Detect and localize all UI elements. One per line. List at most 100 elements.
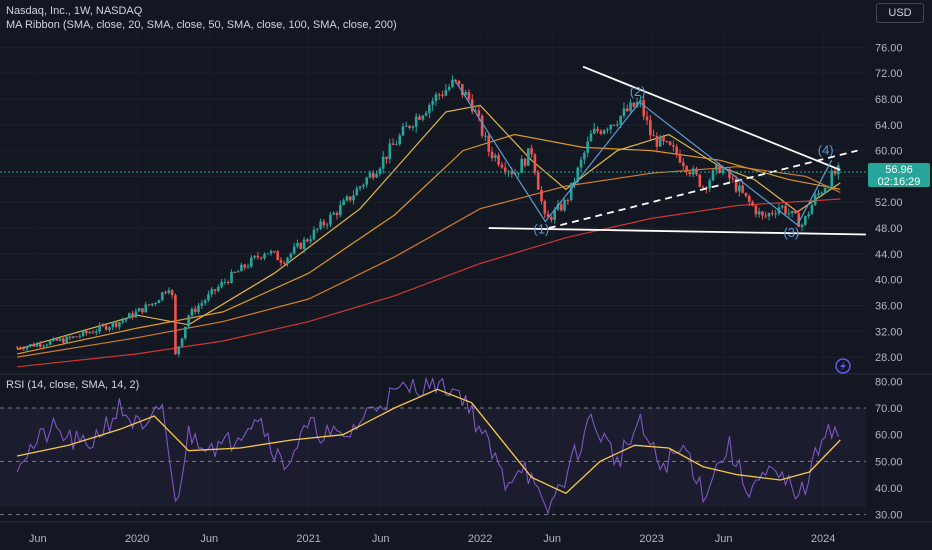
wave-label: (3)	[783, 225, 799, 240]
candle-body	[378, 168, 382, 174]
last-price-tag: 56.96 02:16:29	[868, 163, 930, 188]
candle-body	[141, 308, 144, 313]
candle-body	[833, 170, 837, 175]
candle-body	[619, 115, 622, 125]
candle-body	[180, 338, 184, 347]
candle-body	[358, 186, 362, 189]
candle-body	[299, 243, 303, 249]
price-tick-label: 44.00	[875, 249, 903, 261]
time-tick-label: 2021	[296, 533, 320, 545]
candle-body	[385, 156, 388, 160]
candle-body	[734, 179, 738, 192]
candle-body	[658, 136, 662, 147]
candle-body	[441, 94, 444, 96]
candle-body	[747, 195, 751, 202]
candle-body	[632, 102, 636, 107]
candle-body	[764, 215, 768, 217]
candle-body	[487, 135, 491, 152]
candle-body	[520, 158, 524, 173]
candle-body	[263, 254, 266, 259]
candle-body	[510, 171, 514, 175]
candle-body	[817, 193, 820, 195]
candle-body	[428, 105, 431, 113]
candle-body	[464, 92, 467, 96]
candle-body	[461, 84, 464, 96]
candle-body	[523, 158, 527, 166]
price-tick-label: 28.00	[875, 352, 903, 364]
candle-body	[154, 302, 157, 304]
candle-body	[576, 167, 580, 182]
candle-body	[269, 251, 273, 254]
wave-label: (2)	[630, 84, 646, 99]
candle-body	[434, 94, 438, 101]
candle-body	[401, 126, 405, 136]
candle-body	[540, 189, 543, 202]
lightning-icon[interactable]	[835, 358, 851, 374]
candle-body	[94, 331, 98, 333]
candle-body	[404, 125, 408, 127]
candle-body	[342, 200, 345, 206]
candle-body	[368, 172, 372, 178]
candle-body	[325, 224, 329, 226]
candle-body	[757, 211, 761, 215]
price-candles	[15, 75, 840, 357]
candle-body	[622, 108, 626, 116]
time-tick-label: 2023	[639, 533, 663, 545]
candle-body	[289, 253, 293, 258]
ma-line-sma100	[17, 166, 841, 358]
symbol-title: Nasdaq, Inc., 1W, NASDAQ	[6, 5, 143, 17]
candle-body	[160, 292, 164, 301]
candle-body	[111, 322, 115, 328]
candle-body	[223, 281, 227, 283]
candle-body	[444, 89, 448, 96]
candle-body	[137, 308, 141, 312]
candle-body	[322, 221, 326, 226]
candle-body	[259, 257, 263, 259]
candle-body	[807, 214, 810, 216]
candle-body	[490, 151, 494, 158]
wave-label: (1)	[533, 222, 549, 237]
candle-body	[157, 300, 161, 303]
candle-body	[25, 346, 29, 350]
solid-trendline	[488, 227, 867, 236]
candle-body	[494, 155, 497, 158]
candle-body	[302, 239, 306, 249]
currency-button[interactable]: USD	[876, 3, 924, 23]
candle-body	[164, 292, 167, 294]
candle-body	[586, 141, 589, 153]
candle-body	[771, 213, 774, 215]
candle-body	[550, 217, 553, 221]
candle-body	[134, 311, 138, 318]
candle-body	[55, 338, 59, 341]
candle-body	[698, 174, 702, 187]
candle-body	[573, 181, 576, 183]
candle-body	[65, 336, 68, 343]
price-tick-label: 52.00	[875, 197, 903, 209]
candle-body	[118, 322, 121, 327]
candle-body	[503, 167, 507, 172]
candle-body	[388, 143, 392, 160]
candle-body	[606, 129, 609, 131]
candle-body	[424, 112, 428, 116]
candle-body	[566, 199, 570, 201]
candle-body	[279, 260, 283, 263]
candle-body	[579, 159, 583, 168]
candle-body	[804, 215, 807, 225]
trend-lines	[488, 65, 867, 236]
candle-body	[29, 344, 32, 347]
candle-body	[662, 136, 665, 142]
candle-body	[276, 251, 279, 261]
candle-body	[256, 255, 260, 258]
candle-body	[790, 210, 794, 214]
candle-body	[744, 192, 748, 196]
candle-body	[98, 325, 101, 332]
elliott-wave-path	[453, 79, 833, 226]
candle-body	[127, 313, 131, 319]
candle-body	[625, 108, 629, 112]
candle-body	[151, 303, 154, 306]
candle-body	[754, 205, 758, 215]
price-tick-label: 64.00	[875, 120, 903, 132]
candle-body	[362, 184, 365, 187]
candle-body	[569, 182, 573, 201]
